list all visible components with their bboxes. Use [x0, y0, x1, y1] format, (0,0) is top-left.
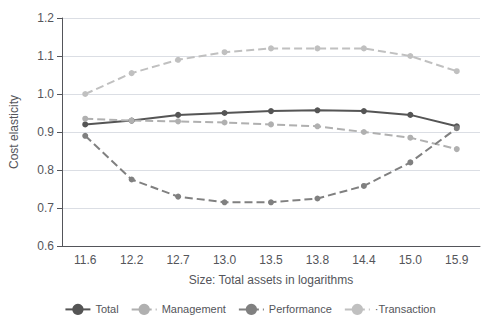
svg-text:11.6: 11.6	[74, 253, 97, 267]
svg-text:15.0: 15.0	[399, 253, 423, 267]
svg-text:13.8: 13.8	[306, 253, 330, 267]
svg-text:Cost elasticity: Cost elasticity	[7, 95, 21, 169]
svg-text:12.2: 12.2	[120, 253, 144, 267]
svg-text:0.6: 0.6	[37, 239, 54, 253]
svg-text:0.7: 0.7	[37, 201, 54, 215]
svg-text:1.2: 1.2	[37, 11, 54, 25]
svg-text:·Transaction: ·Transaction	[375, 303, 436, 315]
svg-text:0.9: 0.9	[37, 125, 54, 139]
svg-text:12.7: 12.7	[166, 253, 190, 267]
svg-text:Size: Total assets in logarith: Size: Total assets in logarithms	[189, 273, 354, 287]
svg-text:13.0: 13.0	[213, 253, 237, 267]
svg-text:Management: Management	[162, 303, 226, 315]
svg-text:1.1: 1.1	[37, 49, 54, 63]
svg-text:13.5: 13.5	[259, 253, 283, 267]
svg-text:15.9: 15.9	[445, 253, 469, 267]
svg-text:Total: Total	[95, 303, 118, 315]
svg-text:Performance: Performance	[269, 303, 332, 315]
svg-text:14.4: 14.4	[352, 253, 376, 267]
svg-text:0.8: 0.8	[37, 163, 54, 177]
svg-text:1.0: 1.0	[37, 87, 54, 101]
